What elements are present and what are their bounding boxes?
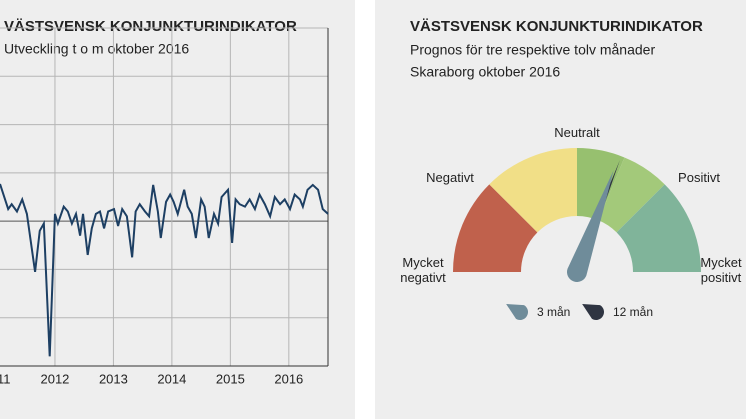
gauge-segment <box>598 157 665 233</box>
legend-label: 12 mån <box>613 305 653 319</box>
x-tick-label: 2015 <box>216 371 245 386</box>
x-tick-label: 2016 <box>274 371 303 386</box>
legend-label: 3 mån <box>537 305 570 319</box>
x-tick-label: 2014 <box>157 371 186 386</box>
drop-shape <box>582 304 604 320</box>
chart-title: VÄSTSVENSK KONJUNKTURINDIKATOR <box>410 18 703 35</box>
gauge-segment <box>453 184 538 272</box>
segment-label: Neutralt <box>554 125 600 140</box>
x-tick-label: 2013 <box>99 371 128 386</box>
gauge-segment <box>577 148 625 221</box>
x-tick-label: 2012 <box>40 371 69 386</box>
drop-shape <box>506 304 528 320</box>
chart-subtitle: Prognos för tre respektive tolv månader <box>410 42 655 58</box>
segment-label: Negativt <box>426 170 474 185</box>
drop-shape <box>567 170 614 282</box>
gauge-pointer <box>567 170 614 282</box>
segment-label: Mycket negativt <box>400 255 446 285</box>
legend-swatch <box>582 304 604 320</box>
chart-subtitle: Utveckling t o m oktober 2016 <box>4 41 189 57</box>
gauge-segment <box>616 184 701 272</box>
legend-swatch <box>506 304 528 320</box>
chart-subtitle: Skaraborg oktober 2016 <box>410 64 560 80</box>
left-panel <box>0 0 355 419</box>
data-line <box>0 183 329 357</box>
gauge-segment <box>489 148 577 233</box>
chart-title: VÄSTSVENSK KONJUNKTURINDIKATOR <box>4 18 297 35</box>
segment-label: Mycket positivt <box>700 255 742 285</box>
x-tick-label: 2011 <box>0 371 10 386</box>
segment-label: Positivt <box>678 170 720 185</box>
